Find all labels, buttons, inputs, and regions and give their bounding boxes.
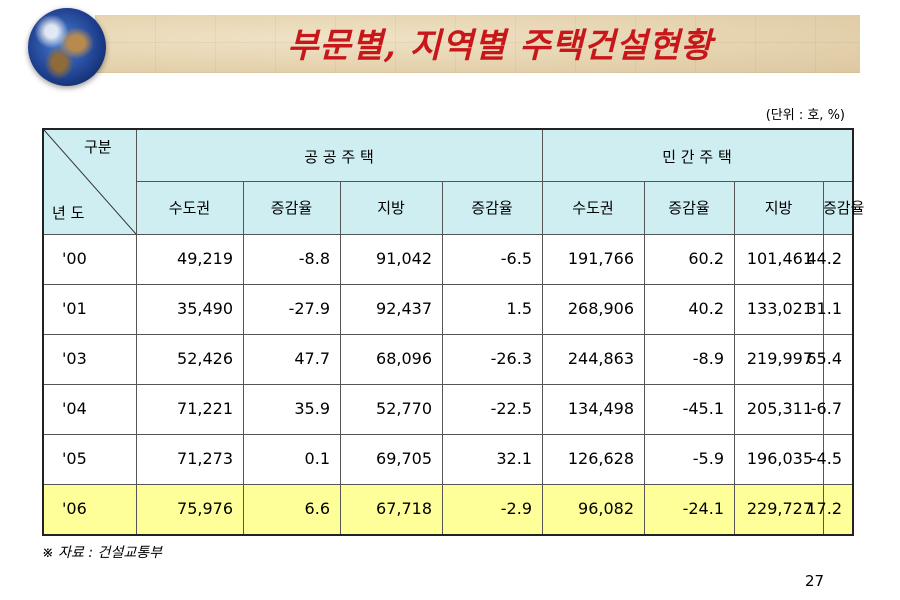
table-cell: 17.2 <box>806 499 842 518</box>
table-cell: 92,437 <box>376 299 432 318</box>
table-cell: 0.1 <box>304 449 330 468</box>
table-cell: -6.5 <box>500 249 532 268</box>
grid-line-vertical <box>136 130 137 534</box>
table-cell: 44.2 <box>806 249 842 268</box>
table-cell: 268,906 <box>567 299 634 318</box>
grid-line-vertical <box>243 181 244 534</box>
table-cell: 32.1 <box>496 449 532 468</box>
table-cell: 219,997 <box>746 349 813 368</box>
table-cell: -24.1 <box>682 499 724 518</box>
grid-line-horizontal <box>44 234 852 235</box>
column-header: 증감율 <box>471 199 513 217</box>
column-header: 수도권 <box>168 199 211 217</box>
source-note: ※ 자료 : 건설교통부 <box>42 545 162 561</box>
table-cell: -45.1 <box>682 399 724 418</box>
table-cell: 75,976 <box>177 499 233 518</box>
column-header: 증감율 <box>270 199 313 217</box>
table-cell: -5.9 <box>692 449 724 468</box>
table-cell: 191,766 <box>567 249 634 268</box>
table-cell: 69,705 <box>376 449 432 468</box>
highlight-row-bg <box>44 484 852 534</box>
table-cell: 65.4 <box>806 349 842 368</box>
table-cell: 52,770 <box>376 399 432 418</box>
table-cell: -6.7 <box>810 399 842 418</box>
page-title: 부문별, 지역별 주택건설현황 <box>287 26 713 66</box>
table-cell: 229,727 <box>746 499 813 518</box>
table-cell: 126,628 <box>567 449 634 468</box>
table-cell: 60.2 <box>688 249 724 268</box>
table-cell: 244,863 <box>567 349 634 368</box>
column-header: 지방 <box>377 199 405 217</box>
table-cell: 1.5 <box>506 299 532 318</box>
table-cell: -8.8 <box>298 249 330 268</box>
row-year: '04 <box>62 399 87 418</box>
table-cell: 31.1 <box>806 299 842 318</box>
corner-label-year: 년 도 <box>52 204 85 222</box>
table-cell: 35,490 <box>177 299 233 318</box>
column-header: 지방 <box>764 199 793 217</box>
table-cell: -27.9 <box>288 299 330 318</box>
table-header-bg <box>44 130 852 234</box>
unit-label: (단위 : 호, %) <box>765 108 845 123</box>
corner-label-category: 구분 <box>84 138 112 156</box>
grid-line-vertical <box>644 181 645 534</box>
table-cell: 101,461 <box>746 249 813 268</box>
table-cell: 134,498 <box>567 399 634 418</box>
grid-line-horizontal <box>44 434 852 435</box>
corner-diagonal-line <box>44 130 136 234</box>
group-header-public: 공 공 주 택 <box>304 148 374 166</box>
row-year: '01 <box>62 299 87 318</box>
row-year: '06 <box>62 499 87 518</box>
page-number: 27 <box>805 572 825 590</box>
grid-line-vertical <box>340 181 341 534</box>
table-cell: 96,082 <box>578 499 634 518</box>
table-cell: 71,221 <box>177 399 233 418</box>
group-header-private: 민 간 주 택 <box>662 148 732 166</box>
column-header: 증감율 <box>823 199 865 217</box>
table-cell: -8.9 <box>692 349 724 368</box>
grid-line-vertical <box>442 181 443 534</box>
table-cell: -22.5 <box>490 399 532 418</box>
table-cell: 71,273 <box>177 449 233 468</box>
grid-line-horizontal <box>44 284 852 285</box>
table-cell: -26.3 <box>490 349 532 368</box>
table-cell: -4.5 <box>810 449 842 468</box>
row-year: '00 <box>62 249 87 268</box>
table-cell: 91,042 <box>376 249 432 268</box>
table-cell: -2.9 <box>500 499 532 518</box>
column-header: 증감율 <box>668 199 710 217</box>
table-cell: 35.9 <box>294 399 330 418</box>
grid-line-horizontal <box>44 384 852 385</box>
table-cell: 49,219 <box>177 249 233 268</box>
column-header: 수도권 <box>572 199 614 217</box>
table-cell: 6.6 <box>304 499 330 518</box>
grid-line-vertical <box>734 181 735 534</box>
table-cell: 133,021 <box>746 299 813 318</box>
table-cell: 196,035 <box>746 449 813 468</box>
grid-line-horizontal <box>136 181 852 182</box>
grid-line-horizontal <box>44 484 852 485</box>
grid-line-vertical <box>542 130 543 534</box>
table-cell: 68,096 <box>376 349 432 368</box>
table-cell: 52,426 <box>177 349 233 368</box>
grid-line-horizontal <box>44 334 852 335</box>
row-year: '03 <box>62 349 87 368</box>
title-banner <box>95 15 860 73</box>
globe-icon <box>28 8 106 86</box>
table-cell: 205,311 <box>746 399 813 418</box>
corner-diagonal <box>44 130 136 234</box>
table-cell: 40.2 <box>688 299 724 318</box>
grid-line-vertical <box>823 181 824 534</box>
row-year: '05 <box>62 449 87 468</box>
table-cell: 47.7 <box>294 349 330 368</box>
table-cell: 67,718 <box>376 499 432 518</box>
